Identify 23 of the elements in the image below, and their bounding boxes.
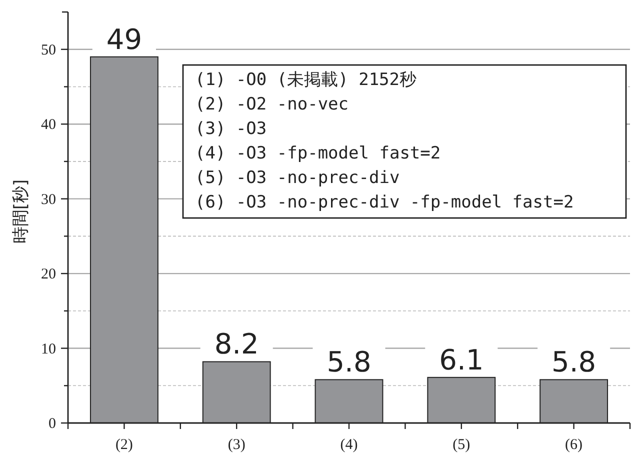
- annotation: (5) -O3 -no-prec-div: [195, 168, 400, 188]
- x-tick-label: (6): [565, 437, 583, 453]
- y-tick-label: 50: [41, 42, 56, 58]
- annotation: (2) -O2 -no-vec: [195, 94, 349, 114]
- y-axis-title: 時間[秒]: [11, 179, 31, 244]
- y-tick-label: 30: [41, 192, 56, 208]
- x-tick-label: (2): [115, 437, 133, 453]
- y-tick-label: 40: [41, 117, 56, 134]
- data-label: 5.8: [552, 346, 596, 379]
- y-tick-label: 10: [41, 341, 56, 358]
- annotation: (1) -O0 (未掲載) 2152秒: [195, 70, 417, 90]
- annotation: (4) -O3 -fp-model fast=2: [195, 144, 441, 164]
- x-tick-label: (3): [228, 437, 246, 453]
- data-label: 49: [106, 22, 142, 56]
- x-tick-label: (4): [340, 437, 358, 453]
- x-tick-label: (5): [452, 437, 470, 453]
- data-label: 6.1: [439, 343, 484, 376]
- annotation: (6) -O3 -no-prec-div -fp-model fast=2: [195, 192, 574, 212]
- data-label: 8.2: [214, 328, 259, 361]
- data-label: 5.8: [326, 346, 372, 379]
- annotation: (3) -O3: [195, 119, 267, 139]
- y-tick-label: 20: [41, 266, 56, 283]
- y-tick-label: 0: [48, 416, 56, 432]
